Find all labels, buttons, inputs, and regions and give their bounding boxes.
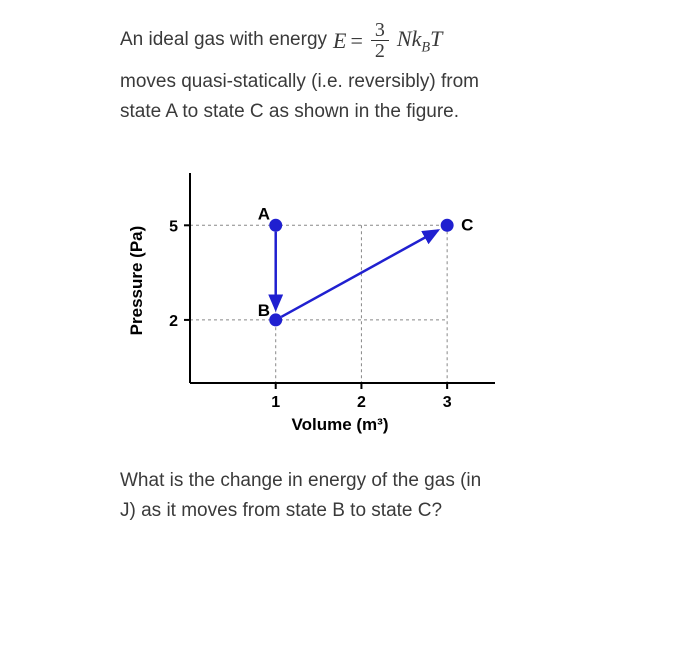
- svg-text:2: 2: [169, 313, 178, 330]
- energy-equation: E = 3 2 NkBT: [333, 20, 442, 61]
- question-line1: What is the change in energy of the gas …: [120, 466, 600, 496]
- svg-text:2: 2: [357, 394, 366, 411]
- intro-line1: An ideal gas with energy E = 3 2 NkBT: [120, 20, 600, 61]
- eq-equals: =: [350, 23, 362, 58]
- svg-text:3: 3: [443, 394, 452, 411]
- svg-text:C: C: [461, 215, 473, 234]
- pv-diagram: 2 5 1 2 3 A B C Volume (m³) Pressure (Pa): [120, 158, 600, 438]
- svg-text:A: A: [258, 204, 270, 223]
- frac-den: 2: [371, 41, 389, 61]
- svg-text:B: B: [258, 301, 270, 320]
- intro-line3: state A to state C as shown in the figur…: [120, 97, 600, 127]
- question-text: What is the change in energy of the gas …: [120, 466, 600, 527]
- svg-text:5: 5: [169, 218, 178, 235]
- svg-text:Pressure (Pa): Pressure (Pa): [127, 225, 146, 335]
- eq-T: T: [430, 26, 442, 51]
- eq-rhs: NkBT: [397, 21, 442, 59]
- question-line2: J) as it moves from state B to state C?: [120, 496, 600, 526]
- eq-lhs: E: [333, 23, 346, 58]
- svg-text:1: 1: [271, 394, 280, 411]
- frac-num: 3: [371, 20, 389, 41]
- pv-svg: 2 5 1 2 3 A B C Volume (m³) Pressure (Pa): [120, 158, 520, 438]
- svg-text:Volume (m³): Volume (m³): [292, 415, 389, 434]
- eq-k: k: [412, 26, 422, 51]
- intro-line1-pre: An ideal gas with energy: [120, 25, 327, 55]
- intro-line2: moves quasi-statically (i.e. reversibly)…: [120, 67, 600, 97]
- eq-B: B: [421, 40, 430, 56]
- eq-fraction: 3 2: [371, 20, 389, 61]
- problem-intro: An ideal gas with energy E = 3 2 NkBT mo…: [120, 20, 600, 128]
- eq-N: N: [397, 26, 412, 51]
